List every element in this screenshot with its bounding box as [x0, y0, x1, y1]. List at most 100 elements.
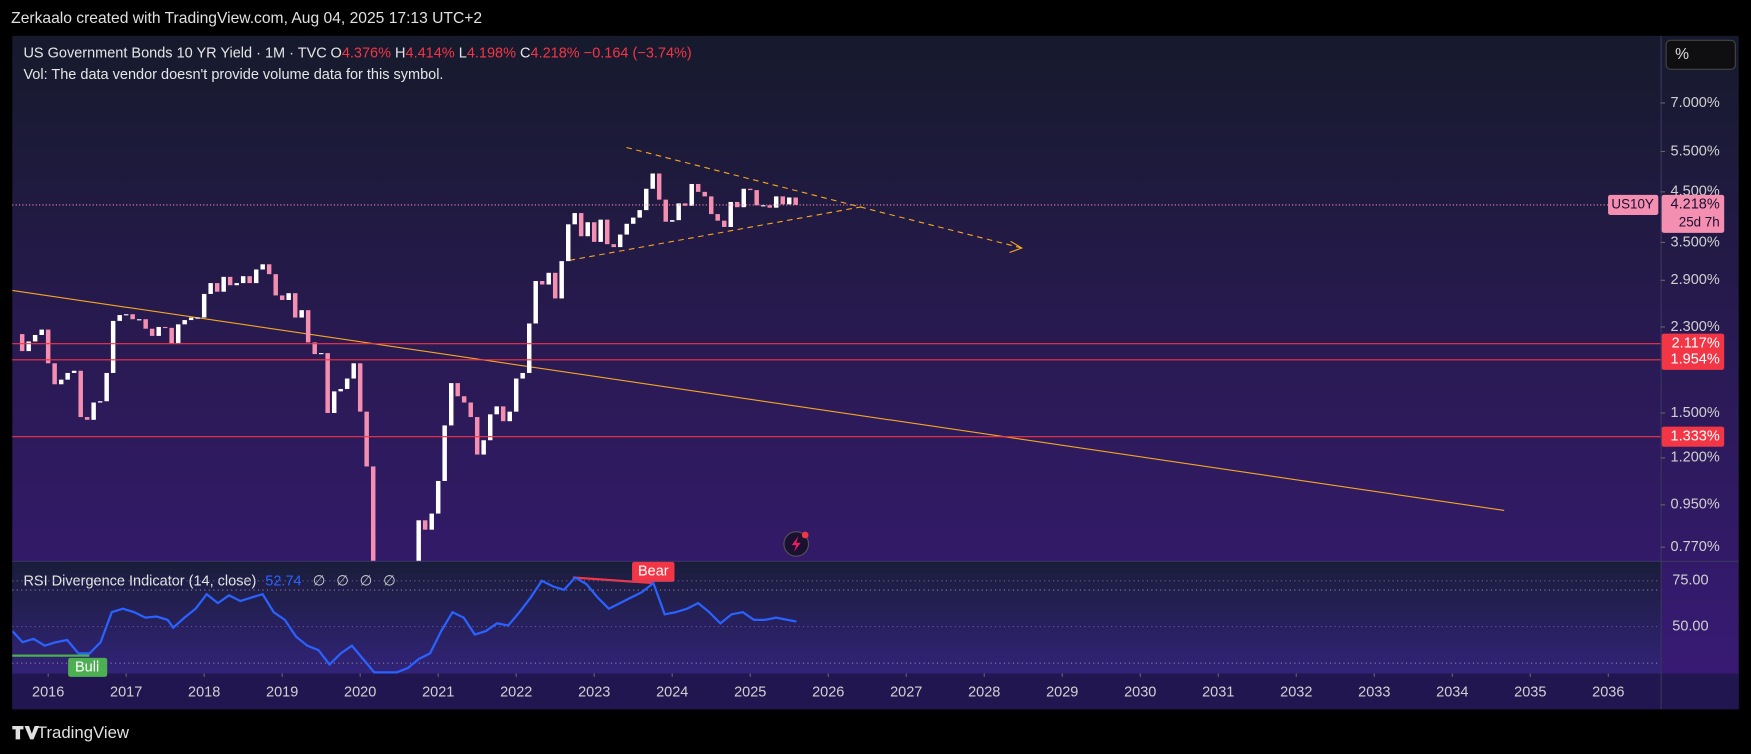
candle — [208, 283, 213, 294]
candle — [435, 480, 441, 514]
candle — [32, 334, 38, 342]
candle — [442, 425, 447, 481]
quote: O4.376% H4.414% L4.198% C4.218% −0.164 (… — [331, 46, 692, 62]
bull-label: Bull — [75, 660, 99, 676]
candle — [279, 295, 285, 300]
candle — [266, 264, 272, 275]
candle — [149, 328, 155, 336]
quote-value: 4.414% — [406, 46, 455, 62]
x-tick-label: 2036 — [1592, 684, 1624, 700]
candle — [526, 323, 532, 373]
rsi-flag: ∅ — [383, 574, 396, 590]
candle — [507, 411, 512, 422]
last-price-box — [1661, 194, 1725, 233]
x-tick-label: 2034 — [1436, 684, 1468, 700]
brand: TradingView — [37, 723, 130, 742]
y-tick-label: 2.300% — [1671, 319, 1720, 335]
x-tick-label: 2022 — [500, 684, 532, 700]
x-tick-label: 2017 — [110, 684, 142, 700]
candle — [656, 173, 662, 200]
replay-dot[interactable] — [801, 531, 809, 539]
candle — [546, 272, 551, 285]
candle — [481, 440, 486, 455]
unit-button-label[interactable]: % — [1675, 46, 1689, 63]
candle — [188, 317, 194, 321]
candle — [533, 280, 538, 324]
candle — [793, 197, 798, 205]
candle — [416, 520, 421, 561]
candle — [773, 196, 779, 208]
candle — [344, 378, 350, 389]
rsi-title: RSI Divergence Indicator (14, close) — [23, 574, 256, 590]
candle — [520, 372, 525, 379]
bear-label: Bear — [638, 564, 669, 580]
candle — [39, 329, 44, 335]
candle — [351, 363, 356, 379]
candle — [676, 203, 681, 221]
quote-change: −0.164 (−3.74%) — [584, 46, 692, 62]
replay-bolt[interactable] — [791, 536, 801, 552]
level-label: 1.333% — [1671, 429, 1720, 445]
candle — [513, 378, 519, 412]
candle — [715, 214, 720, 221]
level-box — [1661, 333, 1725, 354]
symbol-label: US10Y — [1611, 196, 1653, 211]
rsi-tick-label: 75.00 — [1672, 573, 1708, 589]
candle — [695, 183, 701, 192]
candle — [780, 196, 785, 205]
candle — [474, 417, 480, 455]
candle — [331, 391, 337, 413]
candle — [130, 314, 135, 320]
brand-logo — [12, 725, 40, 740]
trend-arrow — [1009, 240, 1024, 254]
quote-value: 4.218% — [531, 46, 580, 62]
candle — [539, 280, 545, 285]
candle — [767, 205, 772, 208]
y-tick-label: 0.950% — [1671, 497, 1720, 513]
x-tick-label: 2025 — [734, 684, 766, 700]
x-tick-label: 2028 — [968, 684, 1000, 700]
candle — [162, 326, 168, 329]
candle — [201, 293, 207, 318]
candle — [494, 406, 499, 415]
x-tick-label: 2026 — [812, 684, 844, 700]
x-tick-label: 2032 — [1280, 684, 1312, 700]
subtitle: Vol: The data vendor doesn't provide vol… — [23, 67, 443, 83]
candle — [650, 173, 655, 189]
bear-line — [572, 576, 654, 585]
rsi-flag: ∅ — [360, 574, 373, 590]
last-price-label: 4.218% — [1671, 197, 1720, 213]
candle — [728, 201, 733, 227]
candle — [630, 217, 636, 224]
candle — [370, 466, 376, 561]
candle — [247, 276, 252, 284]
candle — [84, 417, 90, 420]
candle — [104, 372, 109, 402]
candle — [617, 234, 623, 248]
candle — [110, 320, 116, 373]
level-box — [1661, 349, 1725, 370]
candle — [429, 513, 434, 530]
candle — [286, 293, 291, 300]
x-tick-label: 2029 — [1046, 684, 1078, 700]
unit-button[interactable] — [1665, 39, 1736, 70]
candle — [637, 210, 642, 218]
bear-box — [632, 561, 675, 582]
candle — [565, 224, 571, 262]
candle — [338, 388, 343, 392]
candle — [156, 326, 161, 336]
rsi-pane — [12, 561, 1661, 674]
candle — [455, 383, 460, 397]
candle — [123, 314, 129, 316]
candle — [683, 203, 688, 206]
candle — [52, 363, 57, 385]
x-tick-label: 2027 — [890, 684, 922, 700]
candle — [487, 414, 493, 441]
y-tick-label: 7.000% — [1671, 95, 1720, 111]
candle — [292, 293, 298, 318]
x-tick-label: 2033 — [1358, 684, 1390, 700]
candle — [468, 402, 473, 418]
y-tick-label: 2.900% — [1671, 272, 1720, 288]
time-axis — [12, 673, 1739, 710]
candle — [260, 264, 265, 270]
